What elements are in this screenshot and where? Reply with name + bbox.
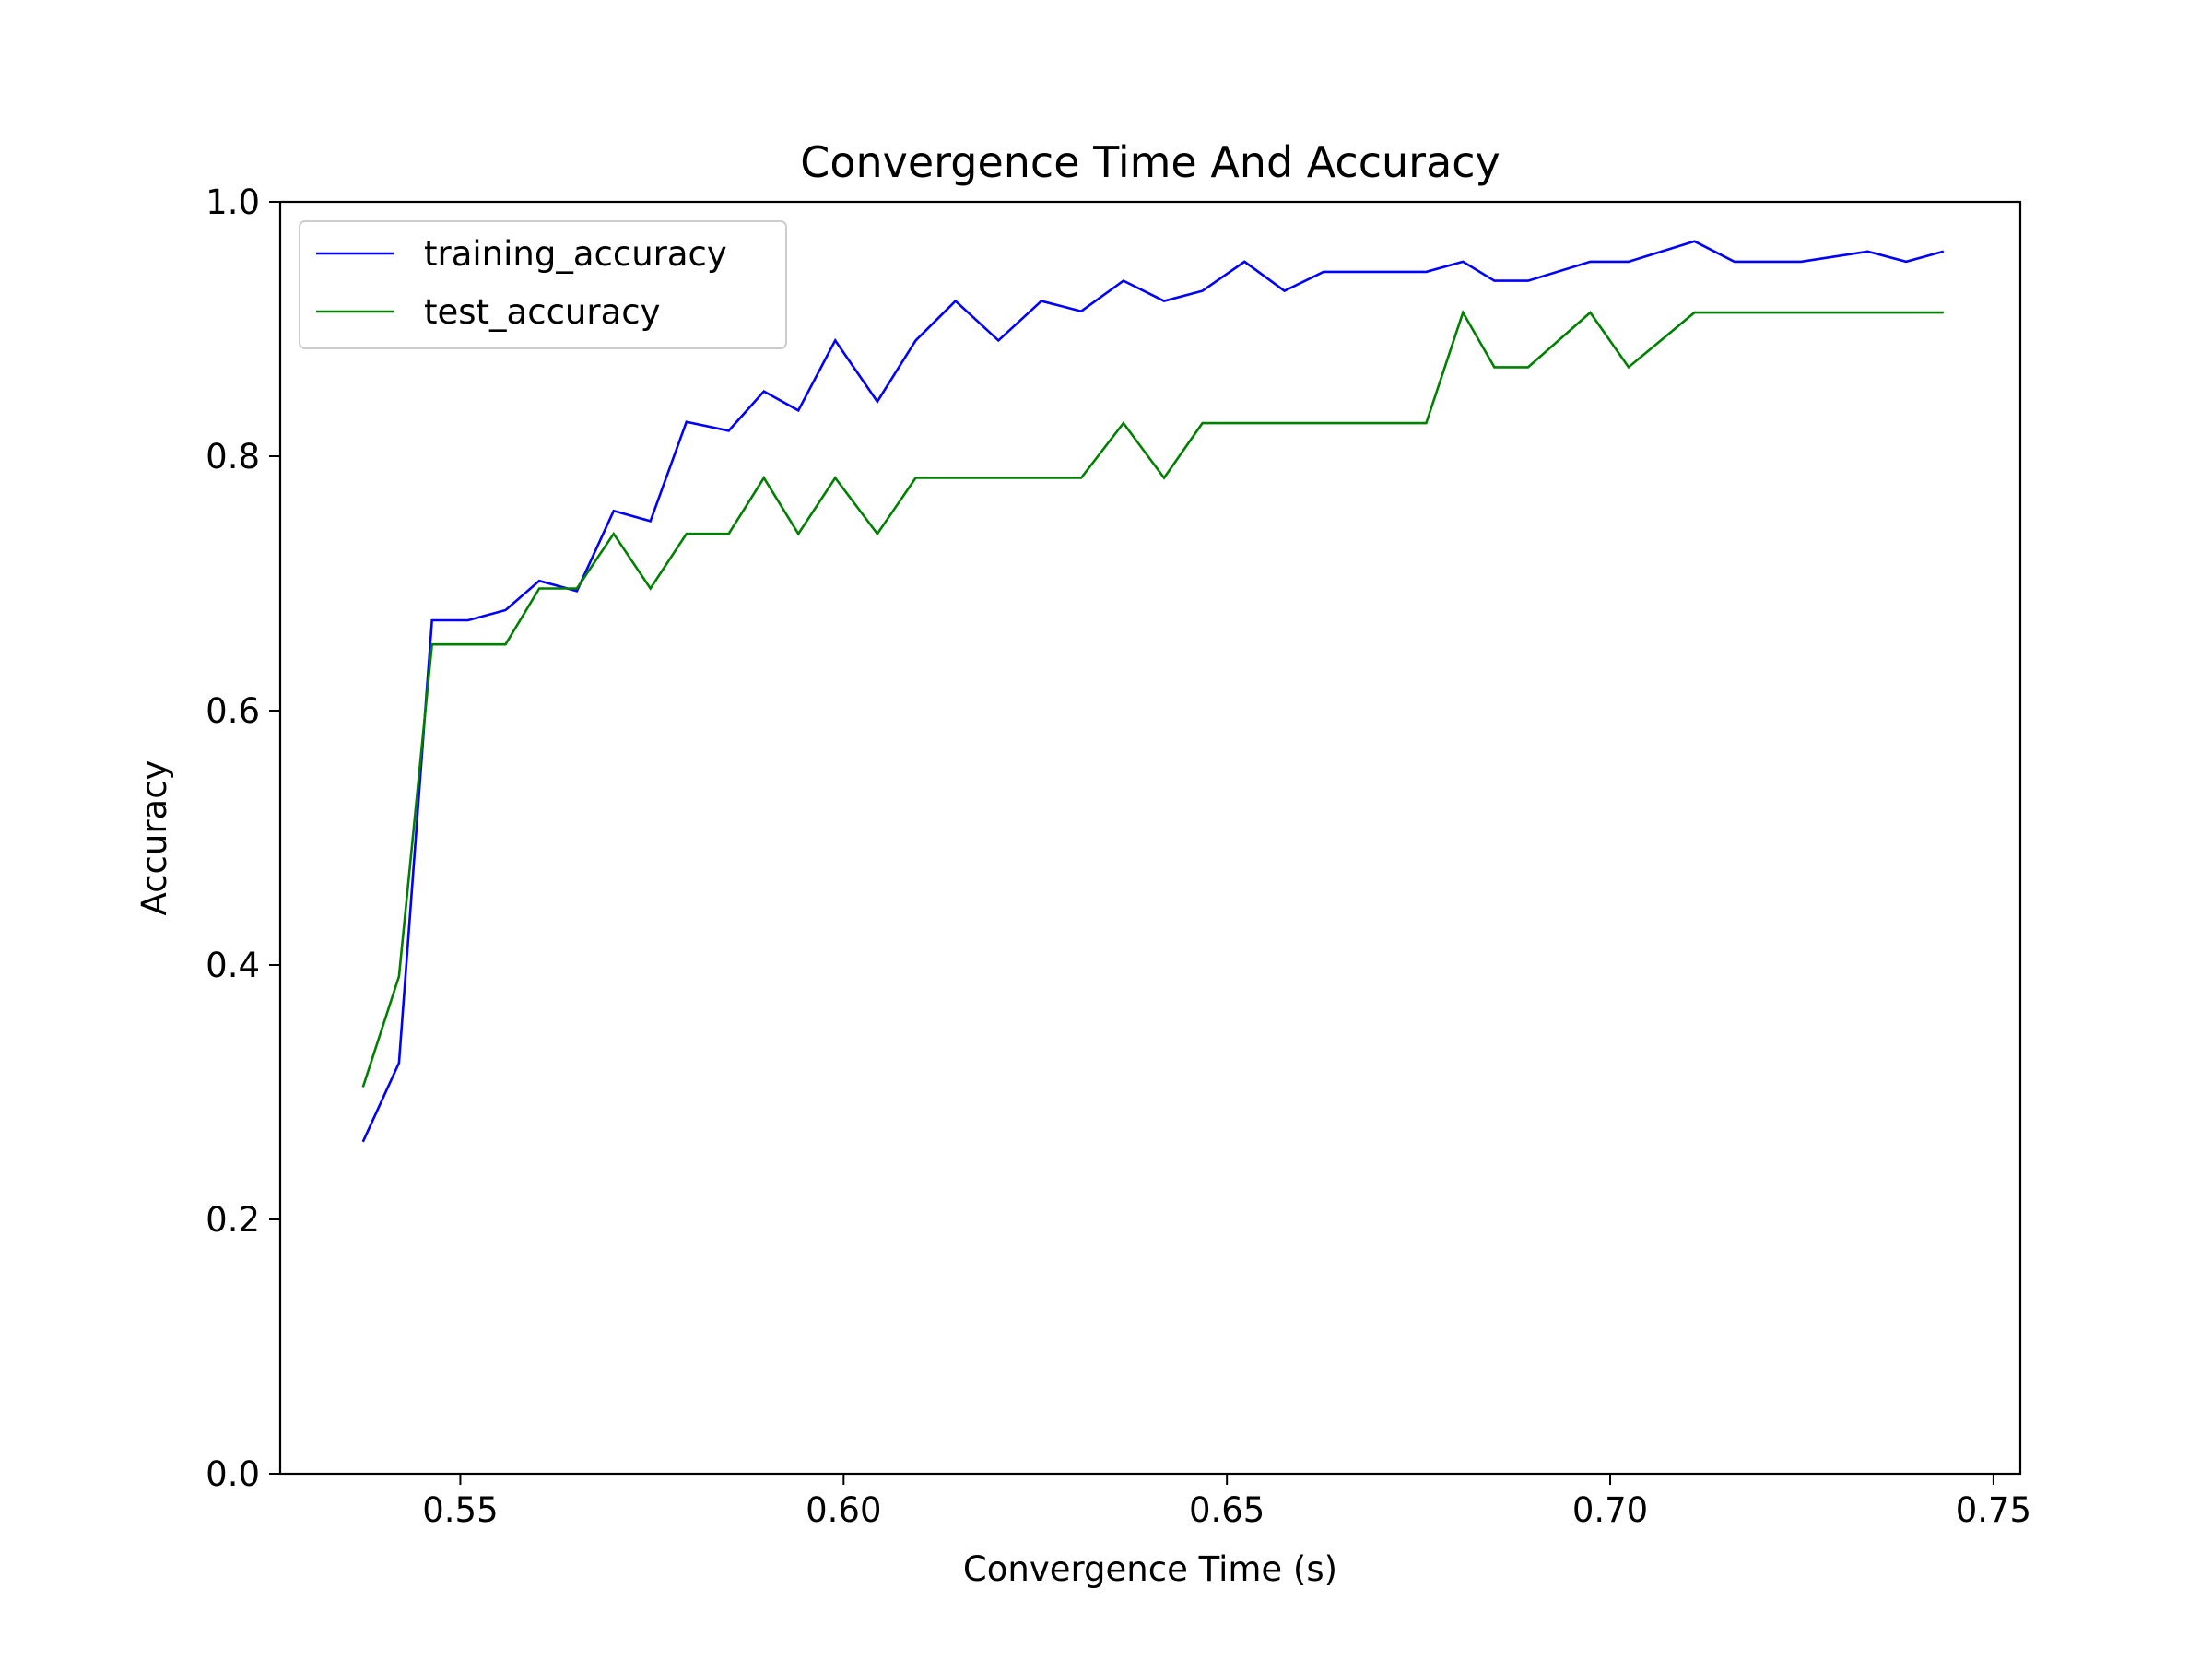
y-axis-label: Accuracy bbox=[135, 760, 174, 916]
axes: 0.55 0.60 0.65 0.70 0.75 0.0 0.2 0.4 0.6 0.8 1.0 bbox=[206, 182, 2031, 1530]
legend-label-training-accuracy: training_accuracy bbox=[424, 234, 727, 274]
y-tick-label: 0.4 bbox=[206, 946, 260, 985]
axes-frame bbox=[278, 200, 2022, 1476]
y-tick-label: 0.2 bbox=[206, 1200, 260, 1240]
legend-box bbox=[299, 220, 787, 349]
series-line-test-accuracy bbox=[361, 309, 1944, 1088]
y-tick-label: 0.6 bbox=[206, 691, 260, 731]
x-tick-label: 0.65 bbox=[1189, 1490, 1265, 1530]
x-tick-label: 0.60 bbox=[806, 1490, 881, 1530]
x-axis-label: Convergence Time (s) bbox=[963, 1549, 1337, 1589]
x-tick-label: 0.70 bbox=[1572, 1490, 1648, 1530]
y-tick-label: 0.0 bbox=[206, 1454, 260, 1494]
legend-label-test-accuracy: test_accuracy bbox=[424, 292, 661, 332]
y-tick-label: 1.0 bbox=[206, 182, 260, 222]
x-tick-label: 0.75 bbox=[1956, 1490, 2031, 1530]
x-tick-label: 0.55 bbox=[422, 1490, 498, 1530]
series-line-training-accuracy bbox=[361, 240, 1945, 1143]
y-tick-label: 0.8 bbox=[206, 437, 260, 477]
plot-area bbox=[361, 240, 1945, 1143]
chart-title: Convergence Time And Accuracy bbox=[800, 137, 1500, 187]
legend: training_accuracy test_accuracy bbox=[299, 220, 787, 349]
